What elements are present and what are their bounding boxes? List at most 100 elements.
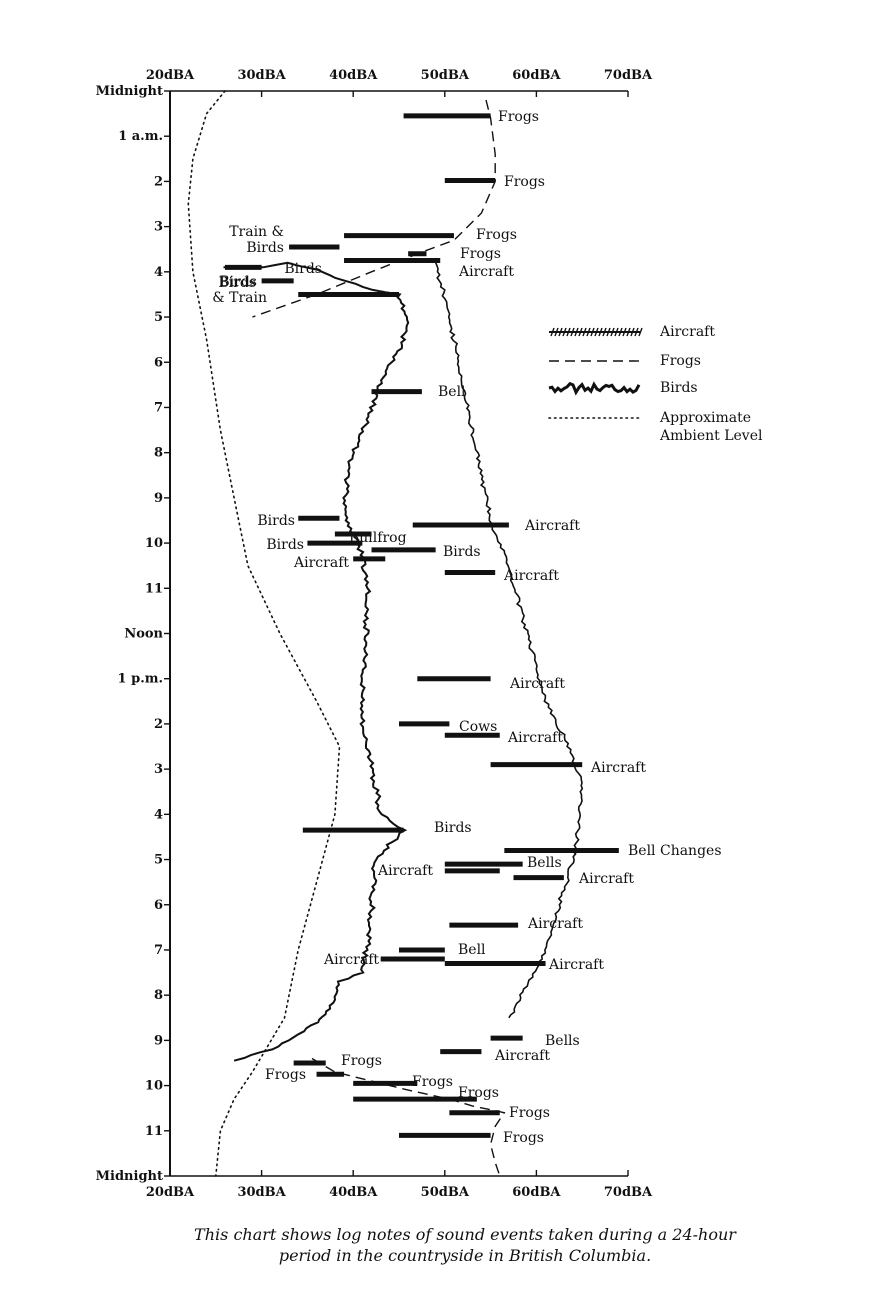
x-tick-label-bottom: 50dBA — [421, 1185, 470, 1200]
legend-item-frogs: Frogs — [549, 353, 701, 369]
event-label: Bells — [545, 1033, 580, 1049]
x-tick-label-top: 60dBA — [512, 68, 561, 83]
y-tick-label: 7 — [154, 400, 163, 415]
event-label: Aircraft — [578, 871, 634, 887]
legend-label: Aircraft — [659, 324, 715, 340]
y-tick-label: 2 — [154, 174, 163, 189]
series-aircraft — [435, 262, 584, 1019]
event-label: Aircraft — [524, 518, 580, 534]
y-tick-label: 7 — [154, 943, 163, 958]
series-frogs — [252, 99, 496, 318]
y-tick-label: 2 — [154, 717, 163, 732]
event-label: Bell — [438, 384, 466, 400]
y-tick-label: 4 — [154, 265, 163, 280]
chart-series-lines — [187, 90, 584, 1177]
y-tick-label: 4 — [154, 807, 163, 822]
event-label: Birds — [266, 537, 304, 553]
y-tick-label: 10 — [145, 536, 163, 551]
event-label: & Train — [212, 290, 267, 306]
event-label: Aircraft — [323, 952, 379, 968]
y-tick-label: 9 — [154, 1033, 163, 1048]
y-tick-label: 6 — [154, 355, 163, 370]
event-label: Aircraft — [377, 863, 433, 879]
legend-label: Frogs — [660, 353, 701, 369]
event-label: Frogs — [265, 1067, 306, 1083]
x-tick-label-top: 70dBA — [604, 68, 653, 83]
legend-item-ambient: Approximate Ambient Level — [548, 410, 763, 444]
event-label: Aircraft — [293, 555, 349, 571]
y-tick-label: 3 — [154, 220, 163, 235]
sound-event-chart: 20dBA 20dBA 30dBA 30dBA 40dBA 40dBA 50dBA 50dBA… — [96, 68, 763, 1200]
event-label: Birds — [257, 513, 295, 529]
y-tick-label: 10 — [145, 1079, 163, 1094]
event-label: Frogs — [504, 174, 545, 190]
event-label: Aircraft — [590, 760, 646, 776]
y-tick-label: 6 — [154, 898, 163, 913]
series-birds — [223, 261, 410, 1062]
event-label: Bell — [458, 942, 486, 958]
event-label: Birds — [284, 261, 322, 277]
legend-label: Approximate — [659, 410, 751, 426]
event-label: Bullfrog — [349, 530, 407, 546]
y-tick-label: 11 — [145, 581, 163, 596]
legend-label: Birds — [660, 380, 698, 396]
event-label: Aircraft — [503, 568, 559, 584]
y-tick-label: 11 — [145, 1124, 163, 1139]
legend-item-birds: Birds — [548, 380, 698, 396]
y-tick-label: 8 — [154, 446, 163, 461]
x-tick-label-top: 50dBA — [421, 68, 470, 83]
event-label: Birds — [218, 275, 256, 291]
event-label: Bells — [527, 855, 562, 871]
event-label: Aircraft — [509, 676, 565, 692]
legend-swatch-birds — [548, 381, 641, 396]
y-tick-label: 5 — [154, 853, 163, 868]
legend-hatch-aircraft — [550, 327, 643, 337]
event-label: Frogs — [460, 246, 501, 262]
event-label: Aircraft — [494, 1048, 550, 1064]
x-tick-label-bottom: 30dBA — [237, 1185, 286, 1200]
x-tick-label-bottom: 20dBA — [146, 1185, 195, 1200]
figure-caption: This chart shows log notes of sound even… — [150, 1224, 780, 1266]
y-tick-label: 9 — [154, 491, 163, 506]
event-label: Frogs — [498, 109, 539, 125]
x-tick-label-bottom: 70dBA — [604, 1185, 653, 1200]
y-tick-label: Midnight — [96, 84, 163, 99]
event-label: Bell Changes — [628, 843, 722, 859]
y-tick-label: Noon — [124, 627, 163, 642]
event-label: Aircraft — [507, 730, 563, 746]
event-label: Aircraft — [548, 957, 604, 973]
chart-legend: Aircraft Frogs Birds Approximate Ambient Lev… — [548, 324, 763, 444]
legend-label: Ambient Level — [659, 428, 763, 444]
event-label: Frogs — [503, 1130, 544, 1146]
y-tick-label: 3 — [154, 762, 163, 777]
y-tick-label: 1 a.m. — [118, 129, 163, 144]
y-tick-label: Midnight — [96, 1169, 163, 1184]
event-label: Cows — [459, 719, 497, 735]
series-frogs — [311, 1057, 506, 1177]
caption-line-2: period in the countryside in British Col… — [278, 1246, 652, 1265]
event-label: Birds — [434, 820, 472, 836]
series-ambient — [187, 90, 341, 1177]
caption-line-1: This chart shows log notes of sound even… — [194, 1225, 736, 1244]
event-label: Aircraft — [458, 264, 514, 280]
event-label: Birds — [246, 240, 284, 256]
x-tick-label-bottom: 60dBA — [512, 1185, 561, 1200]
event-label: Frogs — [476, 227, 517, 243]
chart-axes: 20dBA 20dBA 30dBA 30dBA 40dBA 40dBA 50dBA 50dBA… — [96, 68, 653, 1200]
event-label: Frogs — [509, 1105, 550, 1121]
event-label: Frogs — [341, 1053, 382, 1069]
event-label: Frogs — [412, 1074, 453, 1090]
event-label: Aircraft — [527, 916, 583, 932]
y-tick-label: 8 — [154, 988, 163, 1003]
x-tick-label-bottom: 40dBA — [329, 1185, 378, 1200]
event-label: Birds — [443, 544, 481, 560]
event-label: Birds — [219, 274, 257, 290]
event-label: Train & — [229, 224, 284, 240]
x-tick-label-top: 40dBA — [329, 68, 378, 83]
y-tick-label: 1 p.m. — [118, 672, 163, 687]
x-tick-label-top: 30dBA — [237, 68, 286, 83]
event-label: Frogs — [458, 1085, 499, 1101]
y-tick-label: 5 — [154, 310, 163, 325]
legend-item-aircraft: Aircraft — [549, 324, 715, 340]
x-tick-label-top: 20dBA — [146, 68, 195, 83]
